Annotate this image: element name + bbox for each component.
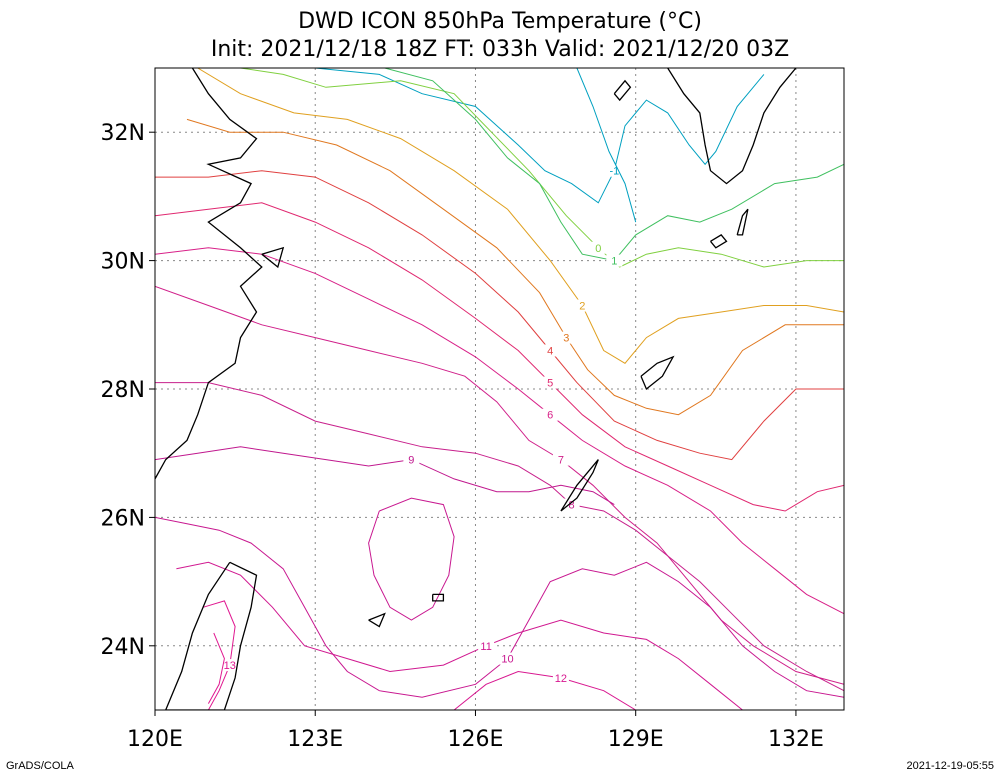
tick-label-y: 24N <box>101 635 145 660</box>
contour-line <box>155 202 844 512</box>
footer-credit: GrADS/COLA <box>6 760 74 772</box>
grid-lines <box>154 68 844 710</box>
contour-line <box>155 382 844 692</box>
tanegashima-island <box>736 208 749 236</box>
contour-line <box>155 170 844 461</box>
contour-line <box>155 285 844 685</box>
tick-label-x: 126E <box>448 727 504 752</box>
zhoushan-island <box>261 246 285 269</box>
contour-label: -1 <box>609 166 619 178</box>
contour-label-bg <box>478 639 495 652</box>
contour-label-bg <box>563 498 580 511</box>
contour-line <box>207 632 225 704</box>
contour-line <box>453 670 636 710</box>
contour-line <box>202 600 236 710</box>
contour-label: 3 <box>563 333 569 345</box>
okinawa-island <box>560 459 599 512</box>
contour-line <box>155 516 844 698</box>
miyako-island <box>432 593 445 602</box>
map-title-line1: DWD ICON 850hPa Temperature (°C) <box>298 9 702 34</box>
contour-label-bg <box>590 241 607 254</box>
contour-label: 12 <box>555 673 567 685</box>
contour-label: 13 <box>224 660 236 672</box>
contour-line <box>576 68 637 223</box>
contour-line <box>315 68 765 204</box>
tick-label-x: 132E <box>768 727 824 752</box>
contour-line <box>155 247 844 615</box>
contour-label-bg <box>606 254 623 267</box>
contour-label: 10 <box>501 654 513 666</box>
tick-label-y: 28N <box>101 378 145 403</box>
contour-label: 4 <box>547 345 553 357</box>
amami-island <box>640 355 675 391</box>
contour-line <box>368 497 455 621</box>
tick-label-x: 120E <box>127 727 183 752</box>
contour-label-bg <box>542 376 559 389</box>
tick-label-y: 32N <box>101 121 145 146</box>
contour-label-bg <box>558 331 575 344</box>
china-coast <box>155 68 263 480</box>
kyushu-coast <box>667 68 797 185</box>
coastline-layer <box>155 68 797 710</box>
contour-label: 2 <box>579 301 585 313</box>
contour-label: 5 <box>547 378 553 390</box>
goto-island <box>613 79 632 102</box>
contour-line <box>384 68 844 262</box>
contour-line <box>240 68 844 268</box>
contour-label-bg <box>552 453 569 466</box>
footer-timestamp: 2021-12-19-05:55 <box>906 760 994 772</box>
tick-label-x: 123E <box>287 727 343 752</box>
contour-label-bg <box>499 652 516 665</box>
contour-label: 1 <box>611 256 617 268</box>
contour-label-bg <box>542 408 559 421</box>
yakushima-island <box>709 234 728 249</box>
contour-label-bg <box>403 453 420 466</box>
contour-label-bg <box>552 671 569 684</box>
contour-label: 0 <box>595 243 601 255</box>
contour-label: 6 <box>547 410 553 422</box>
tick-label-y: 30N <box>101 250 145 275</box>
contour-label: 7 <box>558 455 564 467</box>
tick-label-x: 129E <box>608 727 664 752</box>
contour-label: 9 <box>408 455 414 467</box>
contour-label: 11 <box>480 641 491 653</box>
taiwan-island <box>164 561 258 710</box>
map-title-line2: Init: 2021/12/18 18Z FT: 033h Valid: 202… <box>210 37 790 62</box>
contour-line <box>176 561 743 710</box>
contour-label-bg <box>574 299 591 312</box>
contour-label: 8 <box>569 500 575 512</box>
contour-line <box>155 446 615 506</box>
ishigaki-island <box>368 612 386 628</box>
contour-label-bg <box>221 659 238 672</box>
contour-label-bg <box>606 164 623 177</box>
contour-label-bg <box>542 344 559 357</box>
axis-labels: 120E 123E 126E 129E 132E 24N 26N 28N 30N 32N <box>101 121 824 752</box>
tick-label-y: 26N <box>101 506 145 531</box>
